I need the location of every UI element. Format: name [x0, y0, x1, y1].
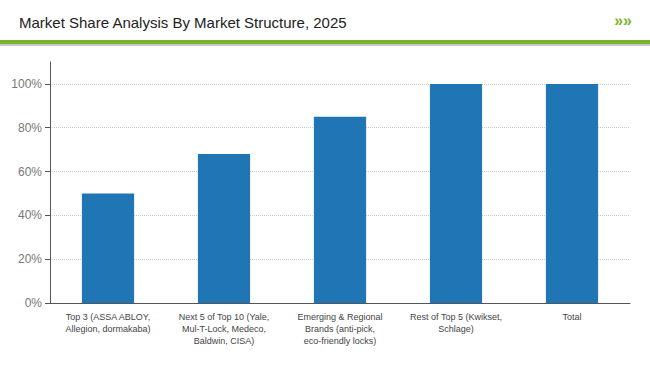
svg-text:Brands (anti-pick,: Brands (anti-pick,	[305, 324, 375, 334]
svg-text:Emerging & Regional: Emerging & Regional	[297, 312, 382, 322]
svg-text:Allegion, dormakaba): Allegion, dormakaba)	[65, 324, 150, 334]
svg-text:Baldwin, CISA): Baldwin, CISA)	[194, 336, 255, 346]
svg-text:Next 5 of Top 10 (Yale,: Next 5 of Top 10 (Yale,	[179, 312, 270, 322]
svg-text:Schlage): Schlage)	[438, 324, 474, 334]
svg-text:Rest of Top 5 (Kwikset,: Rest of Top 5 (Kwikset,	[410, 312, 502, 322]
svg-text:0%: 0%	[25, 296, 43, 310]
svg-text:eco-friendly locks): eco-friendly locks)	[304, 336, 377, 346]
svg-text:»»: »»	[614, 12, 632, 29]
svg-text:20%: 20%	[18, 252, 42, 266]
svg-text:Total: Total	[562, 312, 581, 322]
svg-text:80%: 80%	[18, 121, 42, 135]
svg-text:40%: 40%	[18, 208, 42, 222]
svg-text:100%: 100%	[11, 77, 42, 91]
svg-text:Market Share Analysis By Marke: Market Share Analysis By Market Structur…	[19, 14, 347, 31]
svg-text:Mul-T-Lock, Medeco,: Mul-T-Lock, Medeco,	[182, 324, 266, 334]
svg-text:60%: 60%	[18, 165, 42, 179]
svg-text:Top 3 (ASSA ABLOY,: Top 3 (ASSA ABLOY,	[66, 312, 150, 322]
